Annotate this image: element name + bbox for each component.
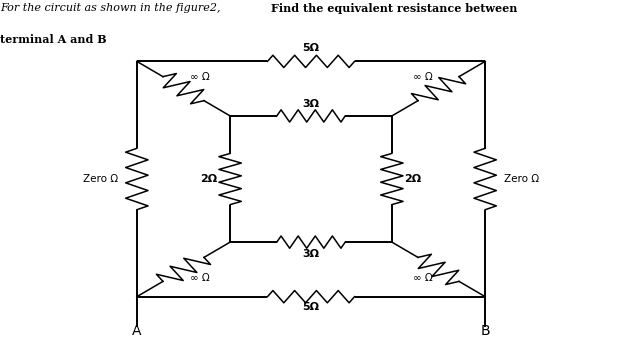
Text: ∞ Ω: ∞ Ω [190,72,210,82]
Text: Find the equivalent resistance between: Find the equivalent resistance between [271,3,517,14]
Text: terminal A and B: terminal A and B [0,34,106,45]
Text: 3Ω: 3Ω [302,99,320,109]
Text: For the circuit as shown in the figure2,: For the circuit as shown in the figure2, [0,3,224,13]
Text: ∞ Ω: ∞ Ω [412,72,432,82]
Text: B: B [480,324,490,338]
Text: ∞ Ω: ∞ Ω [190,273,210,283]
Text: 2Ω: 2Ω [200,174,218,184]
Text: 2Ω: 2Ω [404,174,422,184]
Text: Zero Ω: Zero Ω [83,174,118,184]
Text: ∞ Ω: ∞ Ω [412,273,432,283]
Text: A: A [132,324,142,338]
Text: Zero Ω: Zero Ω [504,174,539,184]
Text: 3Ω: 3Ω [302,249,320,259]
Text: 5Ω: 5Ω [302,302,320,312]
Text: 5Ω: 5Ω [302,43,320,53]
